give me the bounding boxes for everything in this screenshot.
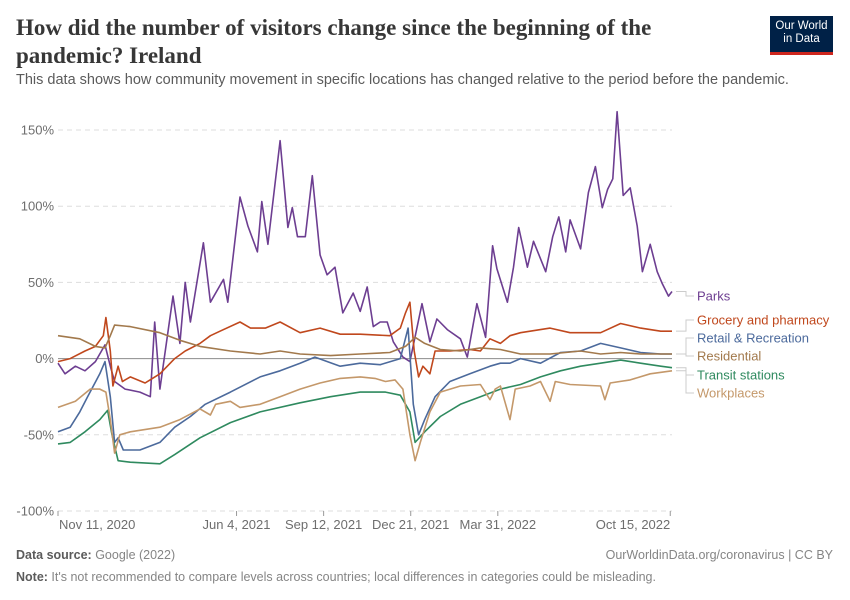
y-tick-label: 0% [35, 351, 54, 366]
y-axis-tick-labels: -100% -50% 0% 50% 100% 150% [16, 123, 54, 519]
series-line-residential[interactable] [57, 324, 672, 357]
series-labels: Parks Grocery and pharmacy Retail & Recrea… [676, 289, 830, 401]
series-line-grocery-and-pharmacy[interactable] [57, 301, 672, 387]
label-connector [676, 319, 694, 332]
note-label: Note: [16, 570, 48, 584]
owid-url[interactable]: OurWorldinData.org/coronavirus | CC BY [605, 548, 833, 562]
y-tick-label: -50% [24, 427, 55, 442]
series-label[interactable]: Retail & Recreation [697, 331, 809, 346]
label-connector [676, 367, 694, 376]
label-connector [676, 370, 694, 394]
chart-note: Note: It's not recommended to compare le… [16, 570, 656, 584]
grid-lines [58, 129, 672, 512]
label-connector [676, 291, 694, 297]
x-tick-label: Dec 21, 2021 [372, 517, 449, 532]
label-connector [676, 353, 694, 357]
chart-title: How did the number of visitors change si… [16, 15, 652, 68]
y-tick-label: 100% [21, 199, 55, 214]
data-source-link[interactable]: Google (2022) [91, 548, 176, 562]
series-label[interactable]: Workplaces [697, 386, 765, 401]
series-label[interactable]: Parks [697, 289, 731, 304]
data-source: Data source: Google (2022) [16, 548, 175, 562]
owid-logo[interactable]: Our World in Data [770, 16, 833, 55]
label-connector [676, 337, 694, 355]
chart-subtitle: This data shows how community movement i… [16, 72, 789, 88]
x-tick-label: Sep 12, 2021 [285, 517, 362, 532]
logo-line-1: Our World [775, 20, 828, 32]
series-label[interactable]: Grocery and pharmacy [697, 313, 830, 328]
y-tick-label: 150% [21, 123, 55, 138]
x-tick-label: Nov 11, 2020 [59, 517, 135, 532]
series-line-workplaces[interactable] [57, 370, 673, 462]
series-lines [57, 110, 673, 465]
series-line-transit-stations[interactable] [57, 359, 673, 465]
series-label[interactable]: Residential [697, 349, 761, 364]
y-tick-label: 50% [28, 275, 54, 290]
y-tick-label: -100% [16, 504, 54, 519]
x-axis: Nov 11, 2020 Jun 4, 2021 Sep 12, 2021 Dec 2… [57, 511, 671, 532]
note-text: It's not recommended to compare levels a… [47, 570, 656, 584]
series-label[interactable]: Transit stations [697, 368, 785, 383]
logo-line-2: in Data [783, 33, 820, 45]
x-tick-label: Jun 4, 2021 [203, 517, 271, 532]
data-source-label: Data source: [16, 548, 92, 562]
x-tick-label: Oct 15, 2022 [596, 517, 670, 532]
series-line-parks[interactable] [57, 110, 673, 398]
x-tick-label: Mar 31, 2022 [460, 517, 537, 532]
